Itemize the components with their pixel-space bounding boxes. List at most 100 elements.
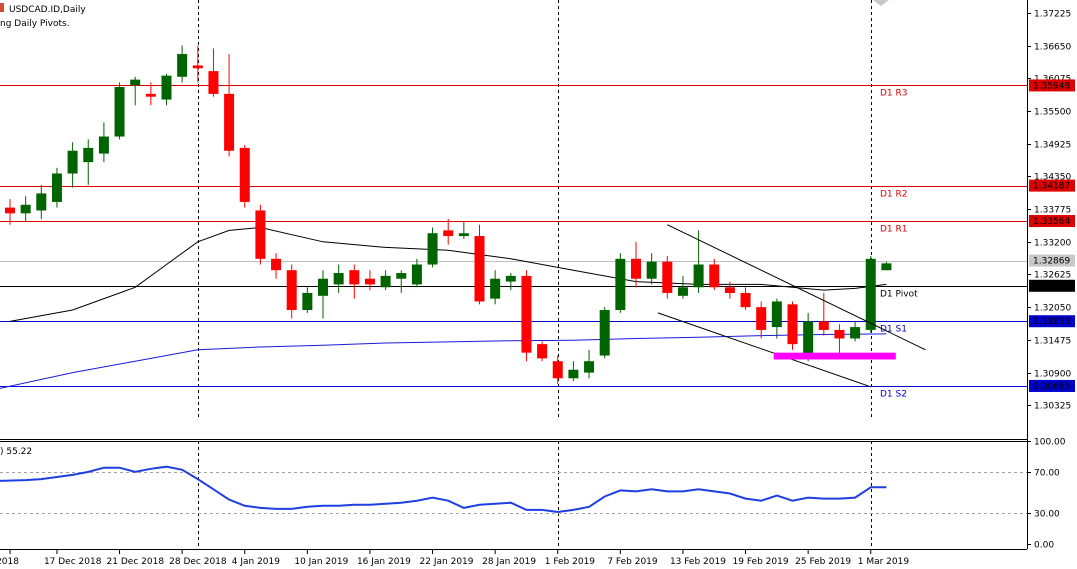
- current-price-tag: 1.32869: [1033, 257, 1070, 267]
- price-tick-label: 1.30325: [1034, 402, 1071, 412]
- candle-body: [364, 278, 375, 285]
- support-zone-rect[interactable]: [773, 352, 896, 360]
- candle-body: [192, 65, 203, 69]
- candle-body: [239, 147, 250, 202]
- chart-shift-marker-icon[interactable]: [873, 0, 889, 6]
- time-tick-label: 7 Feb 2019: [607, 557, 658, 567]
- candle-body: [411, 264, 422, 285]
- candle-body: [818, 321, 829, 330]
- trend-channel-lines[interactable]: [657, 224, 926, 388]
- candle-body: [349, 270, 360, 285]
- candle-bearish: [286, 264, 297, 319]
- candle-bearish: [364, 270, 375, 291]
- period-separators: [198, 0, 872, 549]
- candle-bearish: [709, 258, 720, 291]
- time-axis: 4 Dec 2018 17 Dec 2018 21 Dec 2018 28 Dec 2…: [0, 549, 909, 567]
- candle-bullish: [677, 275, 688, 299]
- candle-bullish: [584, 349, 595, 379]
- pivot-level-price-tag: 1.31803: [1033, 317, 1070, 327]
- candle-body: [505, 275, 516, 282]
- pivot-level-label: D1 S2: [880, 390, 907, 400]
- candle-bullish: [20, 196, 31, 222]
- candle-body: [5, 207, 15, 214]
- candle-bearish: [255, 204, 266, 265]
- candle-body: [771, 301, 782, 328]
- candle-body: [286, 270, 297, 311]
- candle-body: [177, 54, 188, 77]
- candle-bullish: [568, 361, 579, 382]
- candle-body: [36, 193, 47, 211]
- candle-bearish: [208, 48, 219, 97]
- candle-body: [67, 150, 78, 174]
- candle-body: [51, 173, 62, 202]
- candle-body: [521, 275, 532, 353]
- time-tick-label: 28 Jan 2019: [482, 557, 536, 567]
- pivot-level-price-tag: 1.34187: [1033, 182, 1070, 192]
- candle-bullish: [865, 255, 876, 333]
- rsi-panel: [0, 465, 1027, 514]
- candle-bearish: [662, 255, 673, 299]
- candle-body: [130, 79, 141, 86]
- candle-bearish: [239, 145, 250, 208]
- moving-averages: [0, 226, 887, 389]
- candle-bullish: [302, 287, 313, 313]
- pivot-level-label: D1 R2: [880, 190, 908, 200]
- candle-bearish: [740, 287, 751, 311]
- candle-bearish: [271, 253, 282, 279]
- pivot-level-price-tag: 1.33564: [1033, 217, 1070, 227]
- pivot-level-price-tag: 1.32426: [1033, 282, 1070, 292]
- candle-body: [474, 236, 485, 302]
- candle-bearish: [552, 355, 563, 384]
- pivot-level-label: D1 R1: [880, 225, 908, 235]
- pivot-level-price-tag: 1.30665: [1033, 382, 1070, 392]
- time-tick-label: 1 Feb 2019: [545, 557, 596, 567]
- pivot-level-price-tag-bg: [1029, 315, 1075, 328]
- candle-bullish: [505, 273, 516, 291]
- pivot-level-label: D1 S1: [880, 325, 907, 335]
- candle-body: [677, 287, 688, 296]
- candle-body: [724, 287, 735, 293]
- rsi-tick-label: 70.00: [1034, 469, 1060, 479]
- channel-lower-line[interactable]: [657, 312, 871, 388]
- candle-body: [709, 264, 720, 288]
- candle-bullish: [490, 270, 501, 305]
- support-zone[interactable]: [773, 352, 896, 360]
- time-tick-label: 4 Jan 2019: [232, 557, 280, 567]
- candle-body: [662, 261, 673, 293]
- candle-bullish: [693, 230, 704, 293]
- candle-bullish: [318, 270, 328, 319]
- time-tick-label: 21 Dec 2018: [107, 557, 165, 567]
- candle-body: [568, 369, 579, 379]
- candle-bullish: [51, 167, 62, 208]
- candle-body: [396, 273, 407, 279]
- channel-upper-line[interactable]: [667, 224, 926, 351]
- price-tick-label: 1.33775: [1034, 206, 1071, 216]
- candle-body: [631, 258, 641, 279]
- symbol-color-icon: [0, 3, 4, 12]
- pivot-level-label: D1 Pivot: [880, 290, 918, 300]
- candle-body: [693, 264, 704, 288]
- pivot-level-price-tag-bg: [1029, 179, 1075, 192]
- candle-body: [255, 210, 266, 259]
- price-tick-label: 1.34350: [1034, 173, 1071, 183]
- candle-body: [427, 233, 438, 265]
- time-tick-label: 22 Jan 2019: [420, 557, 474, 567]
- candle-bearish: [192, 45, 203, 83]
- candle-bullish: [98, 122, 109, 163]
- candle-bearish: [756, 301, 767, 339]
- candle-bearish: [5, 199, 15, 225]
- moving-average-slow-line: [0, 333, 887, 389]
- candle-body: [145, 93, 156, 97]
- candle-body: [756, 307, 767, 330]
- candle-bullish: [427, 227, 438, 268]
- candle-body: [615, 258, 626, 311]
- candle-body: [333, 273, 344, 285]
- candle-bearish: [521, 270, 532, 362]
- price-tick-label: 1.31475: [1034, 337, 1071, 347]
- candle-body: [20, 204, 31, 214]
- candle-body: [803, 321, 814, 356]
- price-tick-label: 1.36650: [1034, 43, 1071, 53]
- candle-body: [458, 233, 469, 237]
- candle-body: [599, 310, 610, 356]
